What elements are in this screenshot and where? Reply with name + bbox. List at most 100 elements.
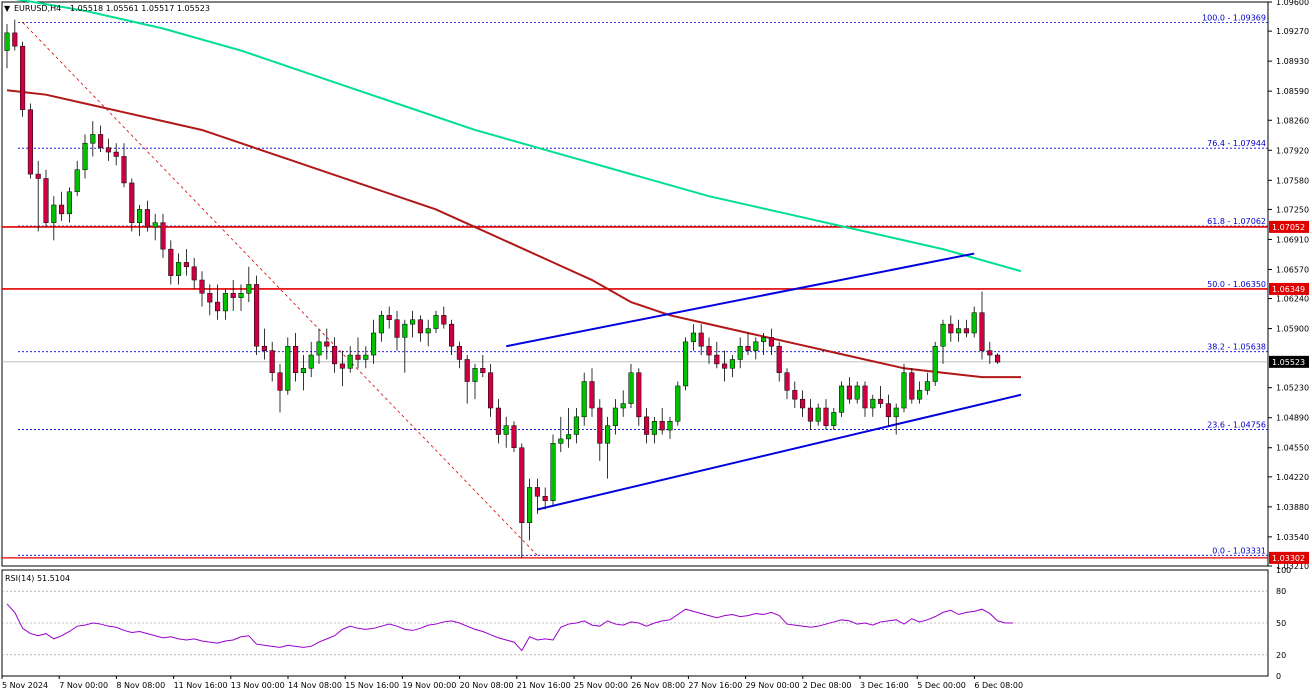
fib-level-label: 0.0 - 1.03331: [1212, 546, 1266, 555]
price-tick-label: 1.04550: [1276, 444, 1309, 453]
candle-body: [43, 178, 49, 223]
time-tick-label: 11 Nov 16:00: [174, 681, 228, 690]
candle-body: [987, 350, 993, 356]
candle-body: [753, 341, 759, 351]
candle-body: [402, 323, 408, 338]
candle: [948, 315, 954, 342]
candle-body: [558, 438, 564, 444]
time-tick-label: 7 Nov 00:00: [59, 681, 108, 690]
price-tick-label: 1.06570: [1276, 265, 1309, 274]
candle-body: [347, 354, 353, 369]
candle-body: [316, 341, 322, 356]
candle: [488, 363, 494, 417]
candle: [737, 337, 743, 369]
candle-body: [527, 487, 533, 524]
candle: [98, 125, 104, 153]
candle-body: [113, 151, 119, 157]
candle: [768, 328, 774, 356]
candle: [20, 41, 26, 117]
candle: [355, 337, 361, 369]
time-tick-label: 5 Dec 00:00: [917, 681, 966, 690]
candle-body: [82, 142, 88, 170]
candle: [651, 416, 657, 444]
candle-body: [815, 407, 821, 422]
candle-body: [386, 315, 392, 320]
candle: [729, 355, 735, 378]
price-tick-label: 1.07580: [1276, 176, 1309, 185]
candle-body: [254, 284, 260, 347]
time-tick-label: 21 Nov 16:00: [517, 681, 571, 690]
candle: [441, 306, 447, 329]
candle-body: [566, 434, 572, 440]
candle: [776, 341, 782, 382]
candle: [464, 355, 470, 404]
candle: [230, 280, 236, 311]
time-tick-label: 20 Nov 08:00: [460, 681, 514, 690]
candle: [363, 346, 369, 369]
candle-body: [433, 315, 439, 329]
candle: [979, 291, 985, 360]
candle: [963, 319, 969, 338]
candle: [121, 143, 127, 188]
rsi-tick-label: 100: [1276, 566, 1291, 575]
rsi-tick-label: 0: [1276, 672, 1281, 681]
candle-body: [761, 337, 767, 343]
candle: [714, 341, 720, 369]
rsi-tick-label: 80: [1276, 587, 1286, 596]
price-badge-label: 1.05523: [1272, 358, 1305, 367]
candle-body: [573, 416, 579, 435]
candle-body: [737, 345, 743, 360]
candle-body: [137, 209, 143, 223]
candle-body: [956, 328, 962, 334]
candle: [558, 416, 564, 453]
candle: [761, 332, 767, 356]
candle: [339, 350, 345, 386]
candle-body: [269, 350, 275, 373]
candle: [254, 275, 260, 356]
candle: [815, 403, 821, 426]
candle: [144, 200, 150, 232]
candle-body: [417, 319, 423, 334]
price-tick-label: 1.03880: [1276, 503, 1309, 512]
fib-level-label: 61.8 - 1.07062: [1207, 217, 1266, 226]
candle-body: [995, 354, 1001, 363]
candle: [199, 271, 205, 307]
candle-body: [20, 45, 26, 110]
candle-body: [371, 332, 377, 356]
time-tick-label: 19 Nov 00:00: [402, 681, 456, 690]
price-tick-label: 1.04890: [1276, 414, 1309, 423]
candle: [66, 187, 72, 223]
rsi-line: [6, 603, 1014, 652]
candle-body: [277, 372, 283, 391]
candle: [160, 213, 166, 258]
candle-body: [823, 407, 829, 426]
time-tick-label: 26 Nov 08:00: [631, 681, 685, 690]
candle-body: [839, 385, 845, 413]
candle: [308, 341, 314, 378]
candle: [550, 434, 556, 506]
candle: [527, 478, 533, 541]
candle-body: [542, 496, 548, 501]
candle: [300, 355, 306, 391]
candle-body: [714, 354, 720, 365]
price-badge: [1269, 282, 1309, 295]
candle: [316, 328, 322, 364]
candle: [277, 363, 283, 413]
candle: [82, 134, 88, 179]
candle-body: [932, 345, 938, 382]
candle-body: [59, 204, 65, 215]
candle-body: [332, 345, 338, 365]
candle-body: [862, 385, 868, 409]
candle: [870, 394, 876, 417]
candle-body: [488, 372, 494, 409]
price-tick-label: 1.05900: [1276, 325, 1309, 334]
candle-body: [722, 363, 728, 369]
candle: [425, 319, 431, 347]
fib-level-label: 50.0 - 1.06350: [1207, 280, 1266, 289]
candle: [495, 399, 501, 444]
candle: [222, 288, 228, 320]
time-tick-label: 8 Nov 08:00: [116, 681, 165, 690]
time-tick-label: 3 Dec 16:00: [860, 681, 909, 690]
